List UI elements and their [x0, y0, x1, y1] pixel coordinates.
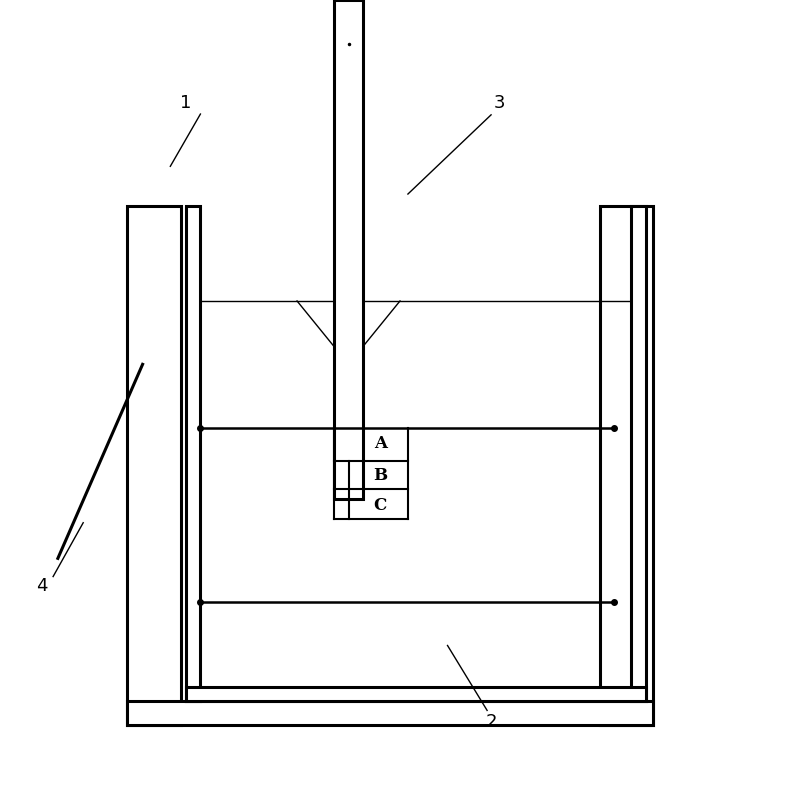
Bar — [186, 687, 646, 701]
Text: B: B — [373, 466, 387, 484]
Bar — [186, 206, 201, 701]
Text: A: A — [374, 435, 386, 452]
Bar — [126, 701, 654, 725]
Bar — [126, 206, 181, 725]
Text: 2: 2 — [486, 714, 497, 731]
Text: 4: 4 — [36, 577, 48, 595]
Bar — [334, 0, 362, 499]
Text: C: C — [374, 497, 387, 514]
Text: 1: 1 — [181, 94, 192, 112]
Text: 3: 3 — [494, 94, 505, 112]
Bar — [599, 206, 654, 725]
Bar — [631, 206, 646, 701]
